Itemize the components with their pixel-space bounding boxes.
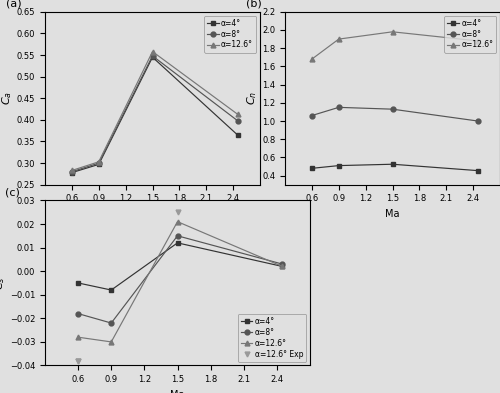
Line: α=12.6°: α=12.6° — [310, 29, 480, 62]
Y-axis label: $C_s$: $C_s$ — [0, 276, 7, 290]
Text: (c): (c) — [5, 187, 20, 197]
α=4° — [108, 288, 114, 292]
α=12.6° — [75, 335, 81, 340]
Line: α=4°: α=4° — [310, 162, 480, 173]
α=12.6° — [174, 219, 180, 224]
Legend: α=4°, α=8°, α=12.6°: α=4°, α=8°, α=12.6° — [444, 16, 496, 53]
Y-axis label: $C_n$: $C_n$ — [246, 91, 259, 105]
α=12.6° — [474, 39, 480, 43]
α=4° — [390, 162, 396, 167]
X-axis label: Ma: Ma — [145, 209, 160, 219]
X-axis label: Ma: Ma — [385, 209, 400, 219]
Legend: α=4°, α=8°, α=12.6°: α=4°, α=8°, α=12.6° — [204, 16, 256, 53]
α=8° — [390, 107, 396, 112]
α=12.6° — [234, 112, 240, 117]
Line: α=8°: α=8° — [76, 233, 285, 325]
α=4° — [234, 132, 240, 137]
α=8° — [75, 311, 81, 316]
Line: α=12.6°: α=12.6° — [76, 219, 285, 344]
α=12.6° — [150, 49, 156, 54]
α=4° — [75, 281, 81, 285]
α=4° — [174, 241, 180, 245]
Text: (b): (b) — [246, 0, 262, 8]
α=4° — [96, 162, 102, 167]
Y-axis label: $C_a$: $C_a$ — [0, 91, 14, 105]
α=4° — [150, 55, 156, 59]
Line: α=8°: α=8° — [70, 53, 240, 174]
α=4° — [69, 170, 75, 175]
α=4° — [280, 264, 285, 269]
α=12.6° — [390, 29, 396, 34]
α=4° — [309, 166, 315, 171]
α=12.6° — [108, 340, 114, 344]
α=12.6° — [336, 37, 342, 41]
α=12.6° — [280, 264, 285, 269]
α=4° — [336, 163, 342, 168]
α=8° — [150, 53, 156, 58]
α=8° — [108, 321, 114, 325]
Line: α=12.6°: α=12.6° — [70, 49, 240, 173]
Line: α=4°: α=4° — [70, 55, 240, 175]
α=8° — [69, 169, 75, 174]
α=8° — [174, 233, 180, 238]
α=12.6° — [309, 57, 315, 61]
α=8° — [280, 262, 285, 266]
α=4° — [474, 168, 480, 173]
α=8° — [96, 161, 102, 165]
X-axis label: Ma: Ma — [170, 390, 185, 393]
Legend: α=4°, α=8°, α=12.6°, α=12.6° Exp: α=4°, α=8°, α=12.6°, α=12.6° Exp — [238, 314, 306, 362]
α=8° — [474, 119, 480, 123]
α=8° — [309, 113, 315, 118]
α=12.6° — [69, 168, 75, 173]
α=8° — [336, 105, 342, 110]
α=8° — [234, 118, 240, 123]
Line: α=4°: α=4° — [76, 241, 285, 292]
α=12.6° — [96, 160, 102, 164]
Text: (a): (a) — [6, 0, 22, 8]
Line: α=8°: α=8° — [310, 105, 480, 123]
